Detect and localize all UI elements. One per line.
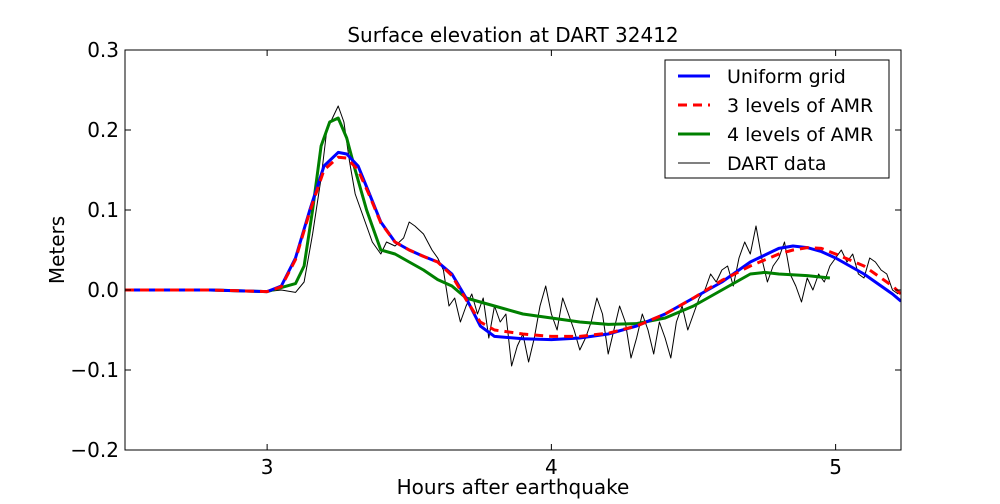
y-tick-label: −0.2 (70, 438, 119, 462)
x-tick-label: 4 (545, 455, 558, 479)
legend-label: 3 levels of AMR (727, 95, 873, 117)
x-tick-label: 5 (829, 455, 842, 479)
y-tick-label: 0.1 (87, 198, 119, 222)
x-axis-label: Hours after earthquake (397, 475, 630, 499)
series-line-dart-data (125, 105, 899, 367)
y-tick-label: −0.1 (70, 358, 119, 382)
series-line-uniform-grid (125, 150, 901, 342)
y-tick-label: 0.3 (87, 38, 119, 62)
y-tick-label: 0.2 (87, 118, 119, 142)
chart-title: Surface elevation at DART 32412 (347, 23, 678, 47)
y-tick-label: 0.0 (87, 278, 119, 302)
y-axis-label: Meters (45, 216, 69, 284)
legend-items: Uniform grid 3 levels of AMR 4 levels of A… (678, 66, 873, 175)
x-tick-label: 3 (261, 455, 274, 479)
legend-label: DART data (727, 153, 827, 175)
series-line-3-levels-of-amr (125, 155, 901, 338)
legend: Uniform grid 3 levels of AMR 4 levels of A… (664, 59, 890, 179)
series-lines-layer (125, 105, 901, 367)
legend-label: Uniform grid (727, 66, 846, 88)
axis-ticks-layer: 3 4 5 0.3 0.2 0.1 0.0 −0.1 −0.2 (70, 38, 901, 479)
plot-frame (124, 49, 902, 451)
legend-box (664, 59, 890, 179)
series-line-4-levels-of-amr (125, 116, 831, 326)
legend-label: 4 levels of AMR (727, 124, 873, 146)
